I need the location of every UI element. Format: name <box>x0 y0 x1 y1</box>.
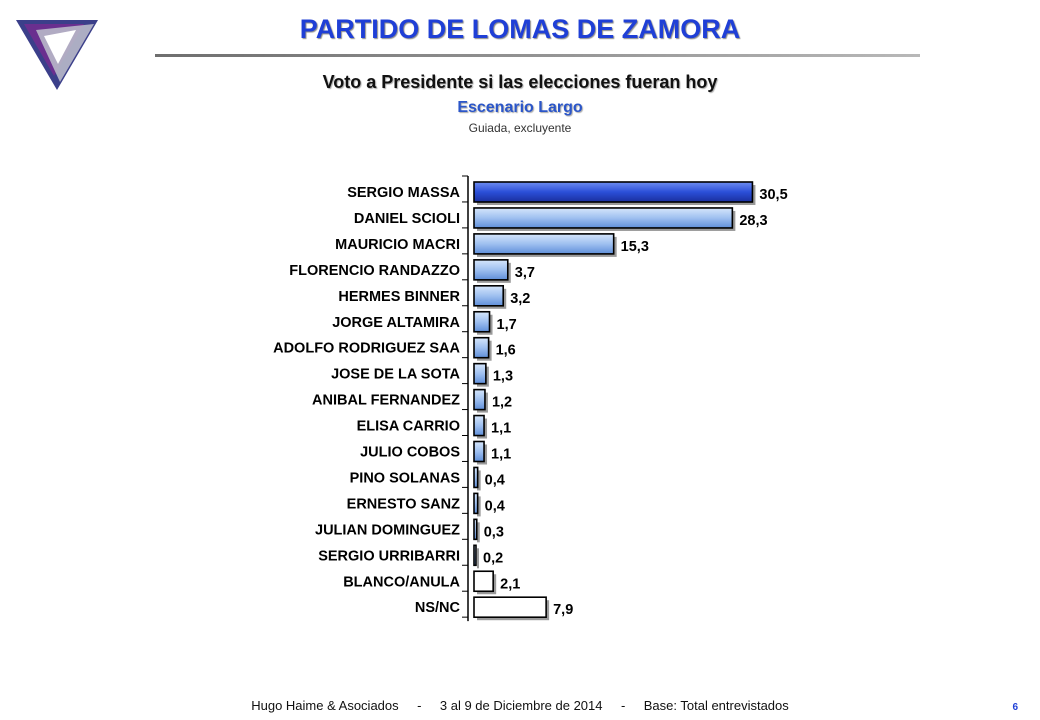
category-label: FLORENCIO RANDAZZO <box>289 263 460 279</box>
scenario-label: Escenario Largo <box>457 99 583 116</box>
footer-sep-1: - <box>417 698 422 713</box>
bar <box>473 285 505 307</box>
data-label: 0,3 <box>484 524 504 540</box>
bar <box>473 440 485 463</box>
data-label: 30,5 <box>759 187 787 203</box>
footer-base: Base: Total entrevistados <box>643 698 789 713</box>
data-label: 0,2 <box>483 550 503 566</box>
category-label: SERGIO MASSA <box>347 185 460 201</box>
data-label: 15,3 <box>621 239 649 255</box>
category-label: ELISA CARRIO <box>357 419 460 435</box>
chart-subtitle: Voto a Presidente si las elecciones fuer… <box>322 72 718 92</box>
data-label: 1,2 <box>492 395 512 411</box>
bar <box>473 544 477 567</box>
bar <box>473 388 486 411</box>
category-label: BLANCO/ANULA <box>343 574 460 590</box>
data-label: 1,1 <box>491 447 511 463</box>
category-label: ERNESTO SANZ <box>347 496 460 512</box>
footer-dates: 3 al 9 de Diciembre de 2014 <box>439 698 603 713</box>
category-label: JULIAN DOMINGUEZ <box>315 522 460 538</box>
bar <box>473 233 615 255</box>
bar <box>473 259 509 281</box>
category-label: NS/NC <box>415 600 461 616</box>
category-label: MAURICIO MACRI <box>335 237 460 253</box>
category-label: PINO SOLANAS <box>350 470 461 486</box>
horizontal-bar-chart: SERGIO MASSA 30,5 DANIEL SCIOLI 28,3 MAURICI… <box>273 175 788 622</box>
footer-source: Hugo Haime & Asociados <box>251 698 399 713</box>
bar <box>473 207 734 229</box>
bar <box>473 362 487 385</box>
bar <box>473 181 754 203</box>
bar <box>473 414 485 437</box>
data-label: 1,1 <box>491 421 511 437</box>
bar <box>473 596 547 619</box>
question-note: Guiada, excluyente <box>468 121 572 135</box>
category-label: ADOLFO RODRIGUEZ SAA <box>273 341 460 357</box>
bar <box>473 518 478 541</box>
category-label: HERMES BINNER <box>338 289 460 305</box>
bar-shadow <box>477 496 481 517</box>
category-label: JULIO COBOS <box>360 445 460 461</box>
category-label: SERGIO URRIBARRI <box>318 548 460 564</box>
data-label: 2,1 <box>500 576 520 592</box>
data-label: 0,4 <box>485 472 505 488</box>
data-label: 3,2 <box>510 291 530 307</box>
page-title: PARTIDO DE LOMAS DE ZAMORA <box>299 14 741 44</box>
category-label: JOSE DE LA SOTA <box>331 367 460 383</box>
data-label: 28,3 <box>739 213 767 229</box>
title-underline <box>155 54 920 57</box>
bar <box>473 492 479 515</box>
category-label: ANIBAL FERNANDEZ <box>312 393 460 409</box>
bar <box>473 310 491 333</box>
category-label: DANIEL SCIOLI <box>354 211 460 227</box>
data-label: 3,7 <box>515 265 535 281</box>
bar-shadow <box>477 470 481 491</box>
company-logo <box>16 20 98 90</box>
bar <box>473 336 490 359</box>
data-label: 1,3 <box>493 369 513 385</box>
data-label: 7,9 <box>553 602 573 618</box>
footer-sep-2: - <box>620 698 626 713</box>
bar <box>473 466 479 489</box>
page-number: 6 <box>1012 702 1018 713</box>
bar-shadow <box>477 548 479 569</box>
data-label: 1,6 <box>496 343 516 359</box>
data-label: 1,7 <box>497 317 517 333</box>
bar-shadow <box>477 522 480 543</box>
footer: Hugo Haime & Asociados - 3 al 9 de Dicie… <box>0 698 1040 713</box>
category-label: JORGE ALTAMIRA <box>332 315 460 331</box>
data-label: 0,4 <box>485 498 505 514</box>
bar <box>473 570 494 593</box>
